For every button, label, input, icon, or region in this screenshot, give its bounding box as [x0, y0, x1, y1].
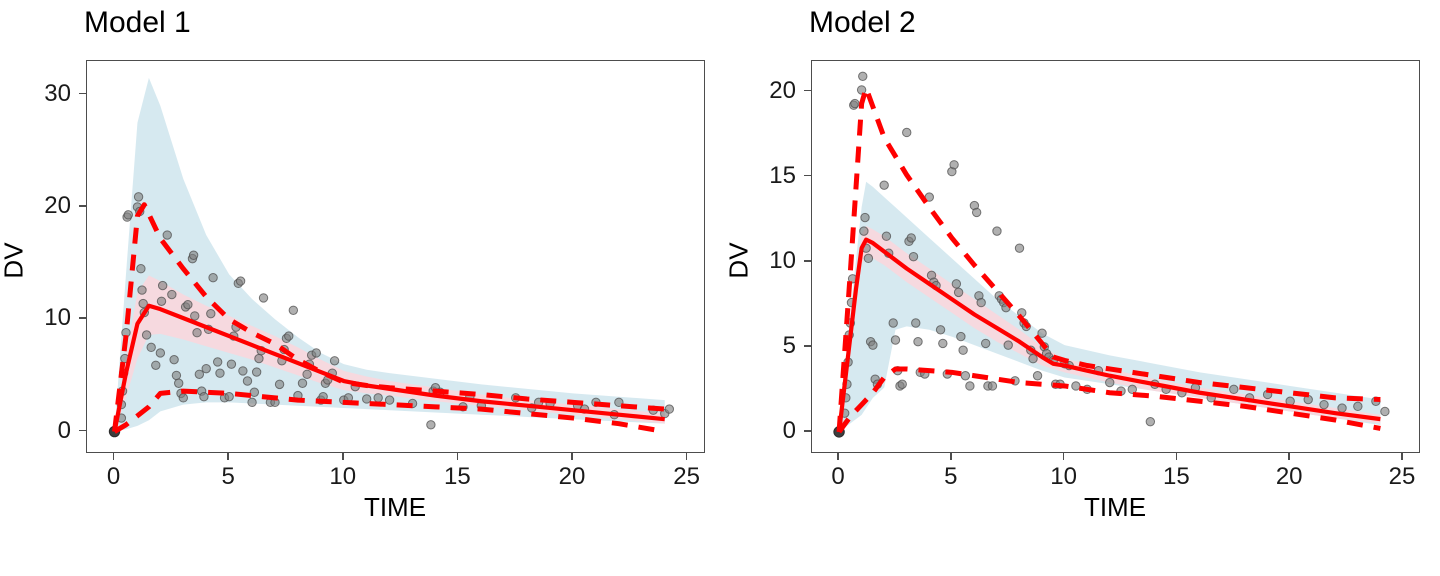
y-tick-label: 10: [44, 304, 71, 332]
chart-panel-model-1: Model 1 0 10 20 30 0 5 10 15 20 25 TIME DV: [0, 6, 705, 522]
x-tick-label: 25: [1388, 463, 1416, 490]
x-tick-mark: [227, 453, 229, 460]
y-tick-mark: [804, 430, 811, 432]
y-tick-mark: [804, 174, 811, 177]
y-tick-mark: [804, 345, 811, 347]
x-tick-label: 15: [444, 463, 471, 490]
x-axis-title-model-2: TIME: [1083, 492, 1147, 522]
x-tick-mark: [571, 453, 573, 460]
y-axis-title-model-2: DV: [723, 242, 754, 279]
x-tick-mark: [112, 453, 115, 460]
y-tick-label: 0: [782, 416, 796, 444]
plot-area-model-1: [86, 60, 705, 453]
x-tick-label: 5: [221, 463, 235, 490]
x-axis-title-model-1: TIME: [363, 492, 427, 522]
x-tick-label: 15: [1163, 463, 1190, 490]
x-tick-mark: [837, 453, 839, 460]
x-tick-mark: [341, 453, 344, 460]
y-tick-mark: [804, 259, 811, 262]
y-tick-label: 20: [44, 191, 71, 219]
y-axis-title-model-1: DV: [0, 242, 29, 279]
y-tick-mark: [79, 317, 86, 320]
x-tick-mark: [456, 453, 459, 460]
y-tick-mark: [79, 205, 86, 207]
x-tick-label: 0: [106, 463, 121, 490]
y-tick-label: 10: [769, 246, 796, 274]
x-tick-label: 20: [558, 463, 586, 490]
plot-area-model-2: [811, 60, 1420, 453]
x-tick-label: 25: [673, 463, 701, 490]
x-tick-label: 0: [831, 463, 845, 490]
panel-title-model-1: Model 1: [84, 6, 191, 39]
y-tick-mark: [79, 92, 86, 95]
x-tick-mark: [1288, 453, 1290, 460]
x-tick-label: 10: [329, 463, 357, 490]
x-tick-label: 5: [944, 463, 958, 490]
y-tick-mark: [804, 89, 811, 92]
x-tick-mark: [685, 453, 688, 460]
y-tick-label: 15: [769, 161, 796, 189]
plot-graphics-model-1: [108, 77, 675, 438]
chart-panel-model-2: Model 2 0 5 10 15 20 0 5 10 15 20 25 TIME DV: [720, 0, 1440, 576]
y-tick-label: 20: [769, 76, 796, 104]
x-tick-label: 10: [1050, 463, 1077, 490]
y-tick-mark: [79, 429, 86, 432]
x-tick-label: 20: [1275, 463, 1303, 490]
y-tick-label: 5: [782, 331, 796, 359]
plot-graphics-model-2: [833, 71, 1390, 438]
x-tick-mark: [1062, 453, 1065, 460]
panel-title-model-2: Model 2: [809, 6, 916, 39]
x-tick-mark: [950, 453, 952, 460]
y-tick-label: 0: [57, 416, 71, 444]
y-tick-label: 30: [44, 79, 71, 107]
x-tick-mark: [1175, 453, 1178, 460]
x-tick-mark: [1401, 453, 1403, 460]
